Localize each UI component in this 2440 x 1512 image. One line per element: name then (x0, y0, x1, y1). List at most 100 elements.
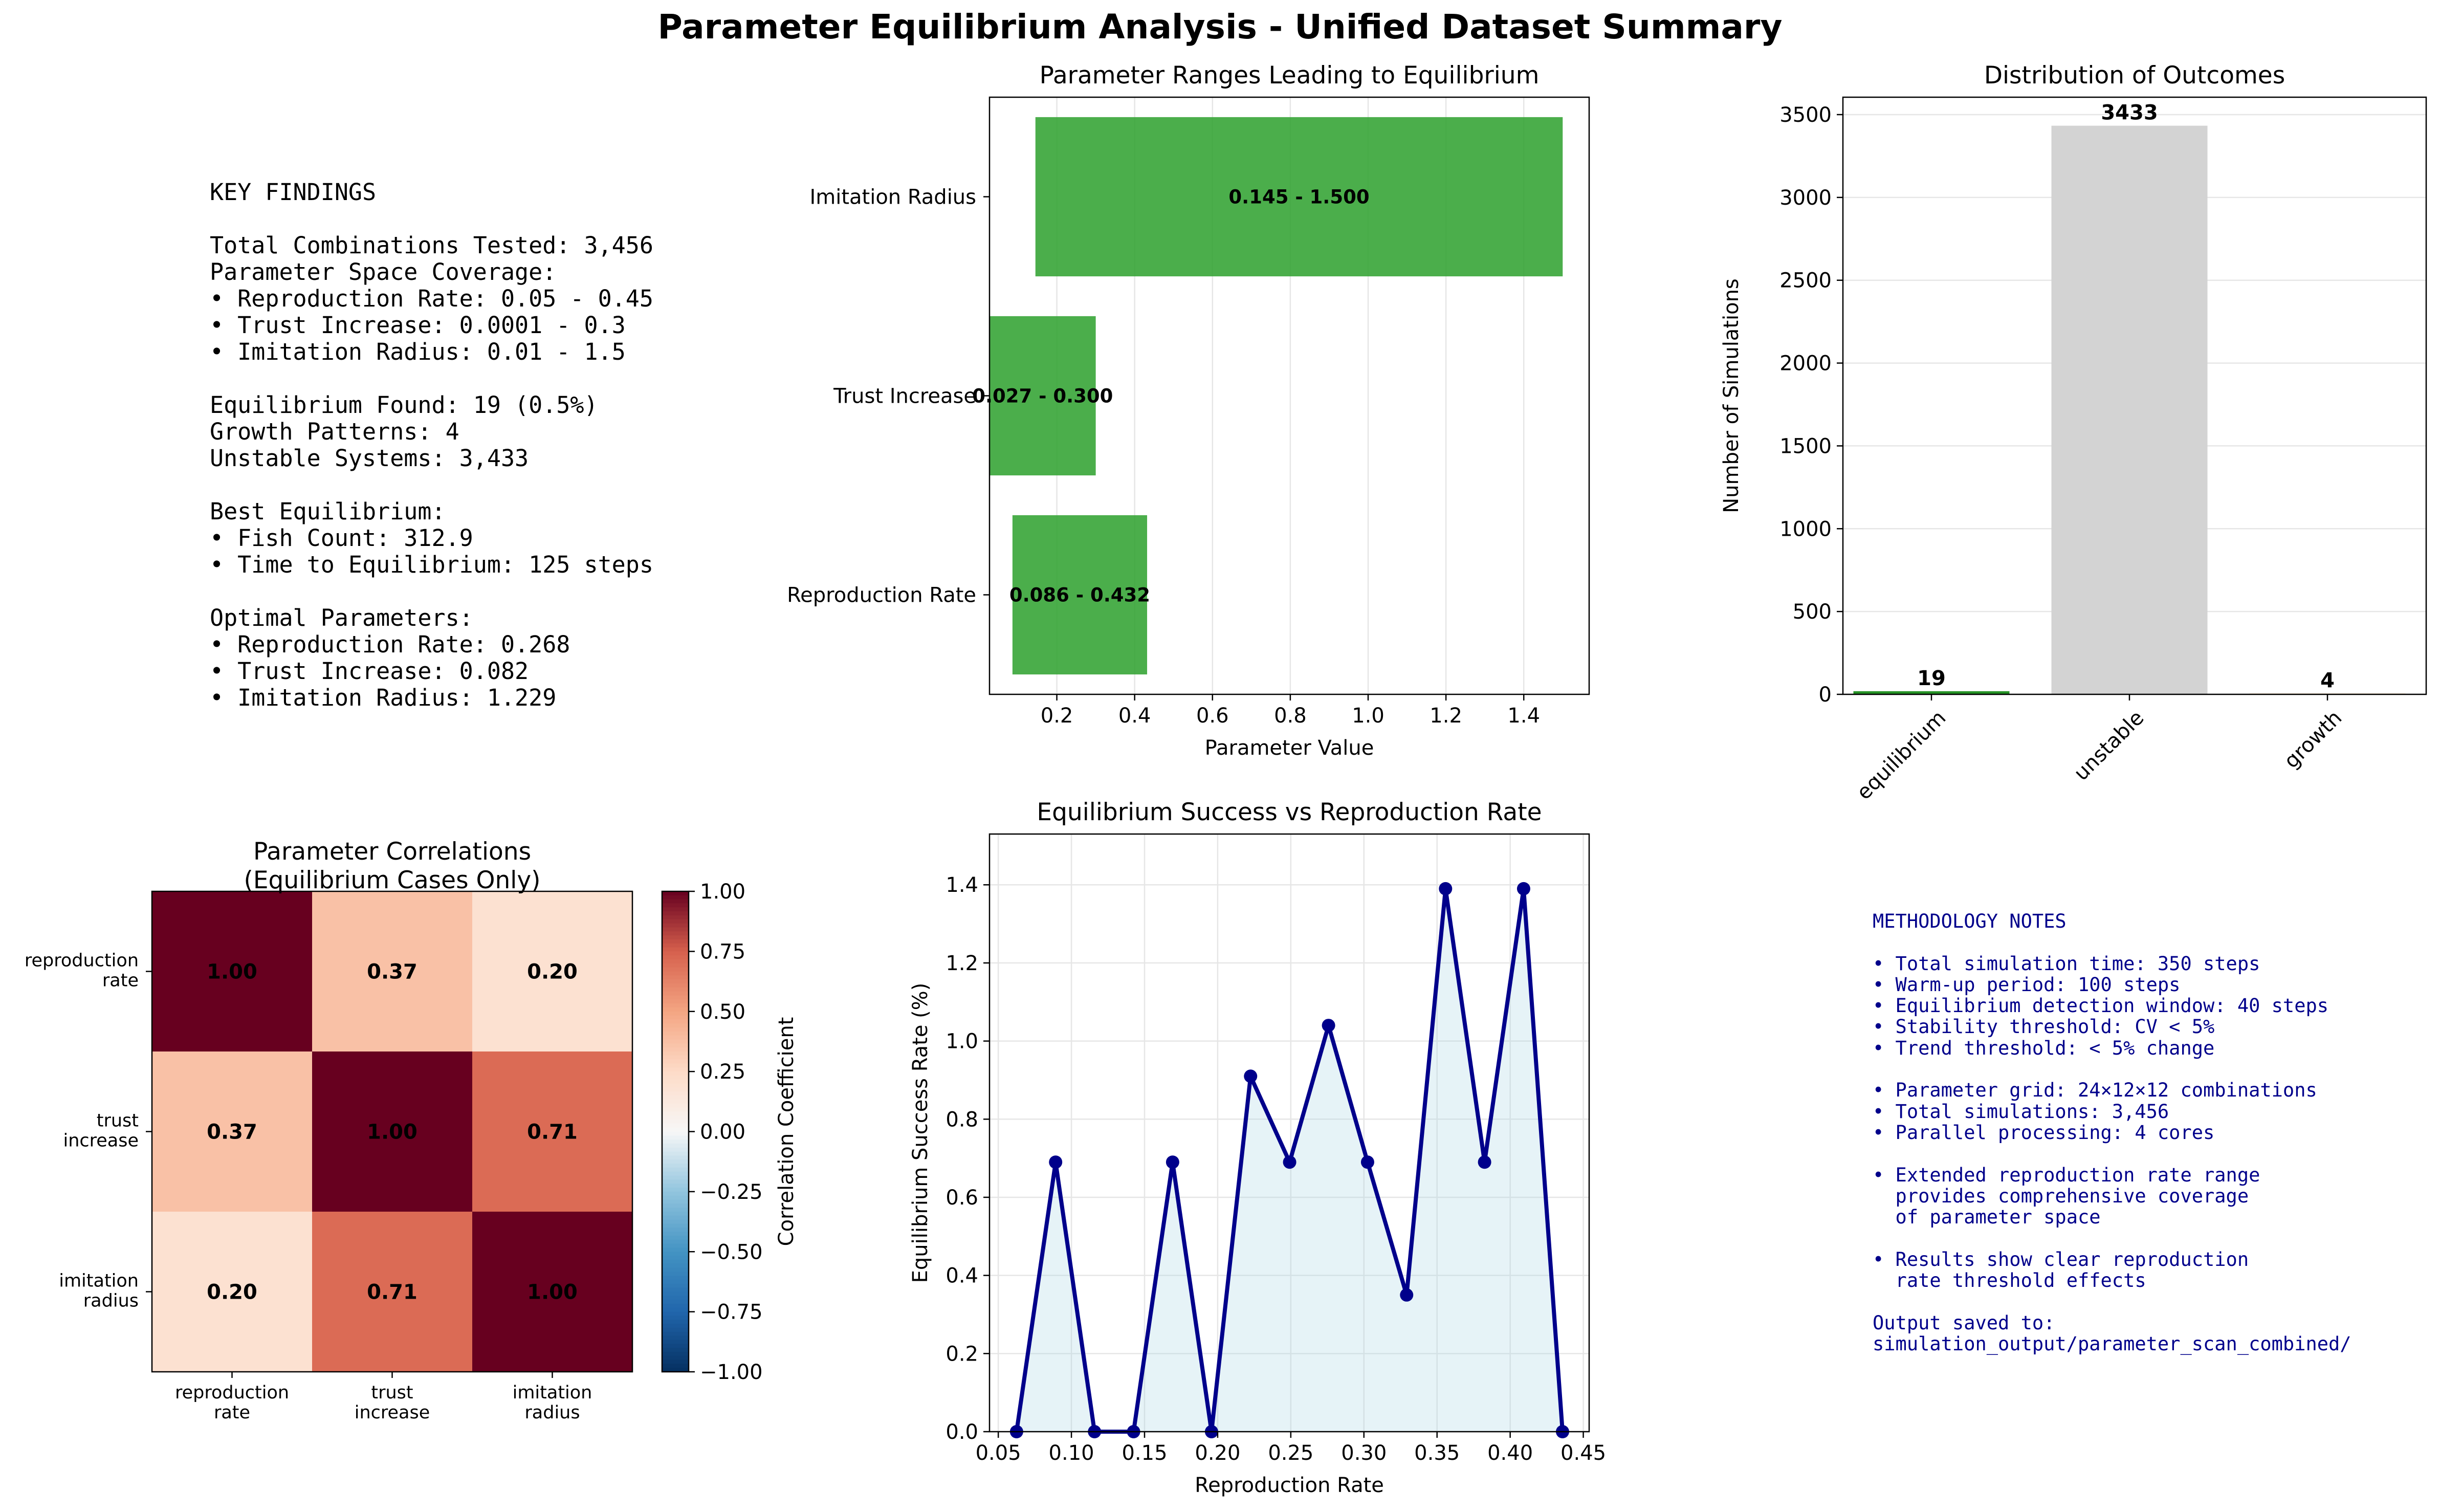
methodology-note-line: Output saved to: (1873, 1311, 2055, 1334)
colorbar-segment (662, 1311, 689, 1317)
colorbar-segment (662, 895, 689, 900)
data-point (1244, 1069, 1258, 1083)
colorbar-segment (662, 1199, 689, 1204)
key-finding-line: Growth Patterns: 4 (210, 418, 459, 445)
cell-value-label: 0.20 (527, 960, 578, 984)
data-point (1478, 1155, 1491, 1169)
key-findings-panel: KEY FINDINGS Total Combinations Tested: 3… (210, 179, 653, 711)
colorbar-segment (662, 1228, 689, 1233)
outcome-bar (2051, 125, 2208, 695)
colorbar-segment (662, 1179, 689, 1185)
y-tick-label: 1.4 (946, 873, 978, 897)
category-label: growth (2279, 706, 2346, 773)
x-tick-label: 0.8 (1274, 704, 1307, 728)
colorbar-segment (662, 955, 689, 960)
methodology-note-line (1873, 1143, 2351, 1164)
row-label: trust increase (63, 1111, 139, 1151)
colorbar-segment (662, 1143, 689, 1148)
row-label: imitation radius (59, 1271, 139, 1311)
colorbar-segment (662, 1067, 689, 1072)
category-label: Trust Increase (833, 385, 976, 408)
colorbar-segment (662, 951, 689, 956)
range-bar-label: 0.145 - 1.500 (1228, 186, 1369, 208)
colorbar-segment (662, 1147, 689, 1152)
y-tick-label: 0 (1819, 683, 1832, 707)
data-point (1049, 1155, 1063, 1169)
y-tick-label: 1.2 (946, 952, 978, 975)
x-tick-label: 0.15 (1122, 1441, 1167, 1465)
colorbar-segment (662, 1368, 689, 1372)
colorbar-segment (662, 1252, 689, 1257)
outcome-count-label: 19 (1917, 667, 1946, 690)
heatmap-cell (312, 1212, 472, 1372)
methodology-note-line: of parameter space (1873, 1206, 2101, 1229)
colorbar-segment (662, 1276, 689, 1281)
correlation-heatmap: 1.00 0.37 0.20 0.37 1.00 0.71 0.20 0.71 1.00 repr… (25, 838, 798, 1423)
x-axis-label: Parameter Value (1205, 736, 1374, 760)
y-tick-label: 0.2 (946, 1342, 978, 1366)
cell-value-label: 0.37 (207, 1121, 257, 1144)
colorbar-segment (662, 1307, 689, 1312)
y-tick-label: 2500 (1779, 269, 1832, 293)
data-point (1400, 1288, 1414, 1302)
key-finding-line: • Reproduction Rate: 0.268 (210, 631, 570, 658)
methodology-note-line: • Parallel processing: 4 cores (1873, 1121, 2215, 1144)
colorbar-segment (662, 1023, 689, 1028)
colorbar-segment (662, 943, 689, 948)
colorbar-segment (662, 1351, 689, 1356)
colorbar-segment (662, 1135, 689, 1141)
key-finding-line: • Imitation Radius: 0.01 - 1.5 (210, 338, 626, 365)
colorbar-segment (662, 1247, 689, 1253)
colorbar-segment (662, 1039, 689, 1044)
y-tick-label: 500 (1793, 600, 1832, 624)
colorbar-segment (662, 995, 689, 1000)
colorbar-segment (662, 987, 689, 992)
colorbar-segment (662, 1095, 689, 1100)
colorbar-label: Correlation Coefficient (775, 1017, 798, 1246)
y-tick-label: 0.6 (946, 1186, 978, 1210)
colorbar-segment (662, 1191, 689, 1196)
colorbar-segment (662, 1280, 689, 1284)
colorbar-segment (662, 1300, 689, 1304)
heatmap-cell (472, 891, 632, 1051)
key-finding-line: Optimal Parameters: (210, 604, 473, 631)
methodology-note-line (1873, 1291, 2351, 1312)
methodology-notes-panel: METHODOLOGY NOTES • Total simulation time… (1873, 911, 2351, 1355)
key-finding-line: KEY FINDINGS (210, 179, 377, 206)
colorbar-segment (662, 1083, 689, 1088)
figure-title: Parameter Equilibrium Analysis - Unified… (657, 7, 1783, 47)
colorbar-segment (662, 1263, 689, 1268)
x-tick-label: 0.35 (1414, 1441, 1460, 1465)
colorbar-segment (662, 1212, 689, 1216)
colorbar-segment (662, 907, 689, 912)
x-tick-label: 0.10 (1049, 1441, 1094, 1465)
y-tick-label: 3000 (1779, 186, 1832, 210)
methodology-note-line: • Total simulation time: 350 steps (1873, 952, 2260, 975)
key-finding-line: • Trust Increase: 0.0001 - 0.3 (210, 312, 626, 339)
x-tick-label: 1.2 (1430, 704, 1462, 728)
methodology-note-line: • Total simulations: 3,456 (1873, 1100, 2169, 1123)
colorbar-segment (662, 1155, 689, 1160)
colorbar-segment (662, 1344, 689, 1349)
column-label: trust increase (355, 1383, 430, 1423)
colorbar-segment (662, 1303, 689, 1308)
colorbar-segment (662, 927, 689, 932)
colorbar-segment (662, 1151, 689, 1156)
colorbar-segment (662, 1188, 689, 1192)
colorbar-segment (662, 1059, 689, 1064)
column-label: reproduction rate (175, 1383, 289, 1423)
axes-frame (1842, 96, 2427, 695)
colorbar-segment (662, 1335, 689, 1341)
x-tick-label: 0.05 (976, 1441, 1021, 1465)
y-tick-label: 3500 (1779, 103, 1832, 127)
category-label: Reproduction Rate (787, 584, 976, 607)
colorbar-tick-label: 0.75 (700, 940, 745, 963)
colorbar-segment (662, 1324, 689, 1328)
colorbar-segment (662, 1203, 689, 1209)
colorbar-segment (662, 971, 689, 976)
heatmap-cell (152, 1051, 312, 1212)
methodology-note-line: • Results show clear reproduction (1873, 1248, 2249, 1270)
heatmap-cell (312, 1051, 472, 1212)
y-tick-label: 0.8 (946, 1108, 978, 1131)
colorbar-segment (662, 915, 689, 920)
